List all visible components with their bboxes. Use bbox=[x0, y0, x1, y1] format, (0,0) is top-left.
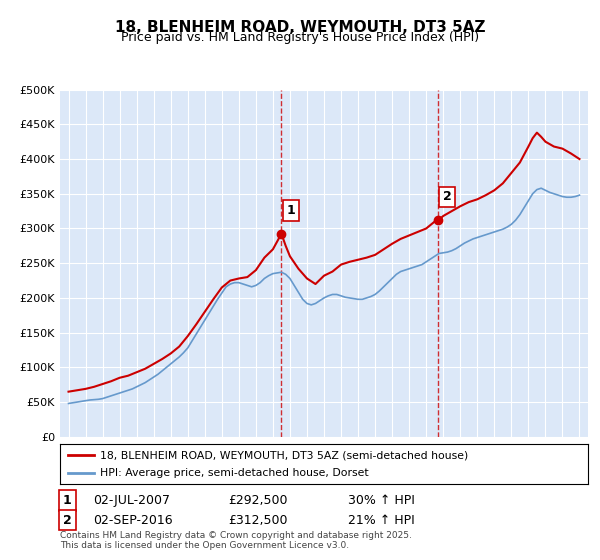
Text: 18, BLENHEIM ROAD, WEYMOUTH, DT3 5AZ: 18, BLENHEIM ROAD, WEYMOUTH, DT3 5AZ bbox=[115, 20, 485, 35]
Text: 1: 1 bbox=[287, 204, 295, 217]
Text: 02-SEP-2016: 02-SEP-2016 bbox=[93, 514, 173, 526]
Text: 30% ↑ HPI: 30% ↑ HPI bbox=[348, 494, 415, 507]
Text: HPI: Average price, semi-detached house, Dorset: HPI: Average price, semi-detached house,… bbox=[100, 468, 368, 478]
Text: 18, BLENHEIM ROAD, WEYMOUTH, DT3 5AZ (semi-detached house): 18, BLENHEIM ROAD, WEYMOUTH, DT3 5AZ (se… bbox=[100, 450, 468, 460]
Text: 21% ↑ HPI: 21% ↑ HPI bbox=[348, 514, 415, 526]
Text: 02-JUL-2007: 02-JUL-2007 bbox=[93, 494, 170, 507]
Text: 1: 1 bbox=[63, 494, 72, 507]
Text: 2: 2 bbox=[443, 190, 451, 203]
Text: Contains HM Land Registry data © Crown copyright and database right 2025.
This d: Contains HM Land Registry data © Crown c… bbox=[60, 530, 412, 550]
Text: £312,500: £312,500 bbox=[228, 514, 287, 526]
Text: Price paid vs. HM Land Registry's House Price Index (HPI): Price paid vs. HM Land Registry's House … bbox=[121, 31, 479, 44]
Text: £292,500: £292,500 bbox=[228, 494, 287, 507]
Text: 2: 2 bbox=[63, 514, 72, 526]
